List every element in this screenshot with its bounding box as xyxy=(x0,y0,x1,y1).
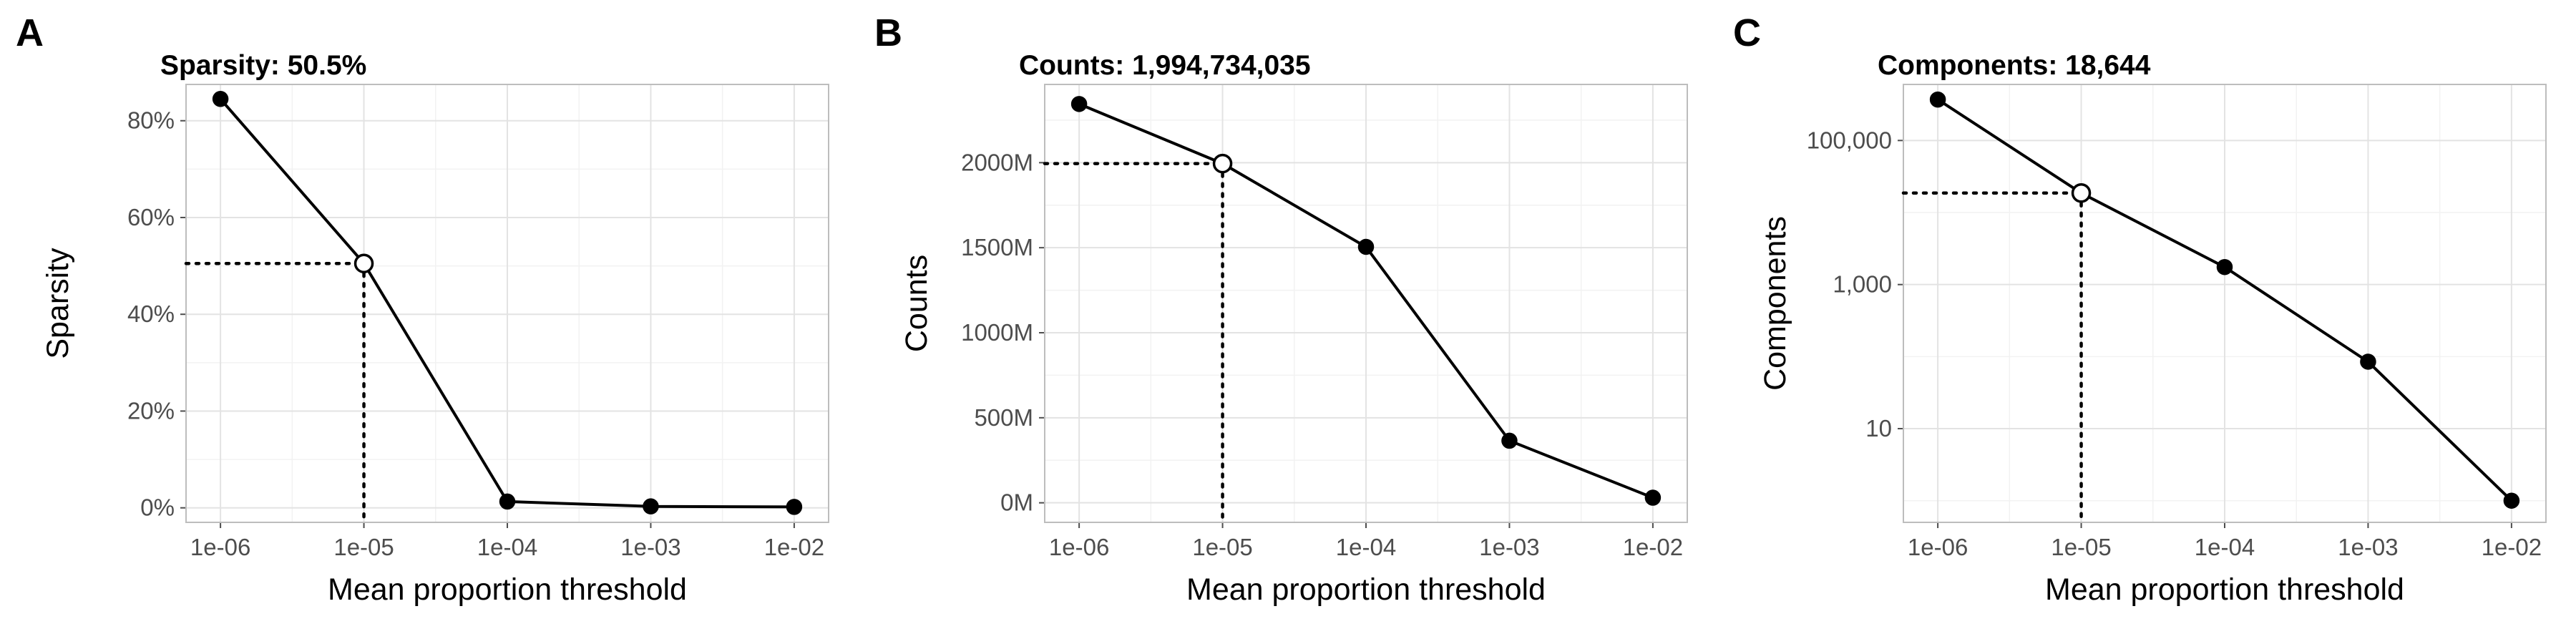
data-point xyxy=(2360,353,2376,370)
x-tick-label: 1e-03 xyxy=(1479,534,1539,560)
data-point xyxy=(643,498,659,514)
x-tick-label: 1e-06 xyxy=(190,534,250,560)
x-tick-label: 1e-02 xyxy=(2482,534,2542,560)
data-point xyxy=(1929,91,1946,108)
plot-frame xyxy=(185,84,829,523)
x-tick-label: 1e-05 xyxy=(1192,534,1252,560)
panel-c: 1e-06 1e-05 1e-04 1e-03 1e-02 10 1,000 100,000 C… xyxy=(1717,0,2576,644)
y-tick-label: 80% xyxy=(127,107,175,134)
x-axis-title: Mean proportion threshold xyxy=(1186,572,1546,607)
data-point xyxy=(1501,432,1518,449)
data-point xyxy=(1644,489,1662,506)
y-tick-label: 100,000 xyxy=(1807,127,1892,153)
y-tick-label: 1500M xyxy=(961,234,1033,260)
y-tick-label: 1,000 xyxy=(1833,271,1892,298)
panel-a: 1e-06 1e-05 1e-04 1e-03 1e-02 0% 20% 40% 60% 80% A… xyxy=(0,0,859,644)
x-axis-title: Mean proportion threshold xyxy=(328,572,687,607)
y-tick-label: 20% xyxy=(127,397,175,424)
x-tick-label: 1e-03 xyxy=(2338,534,2398,560)
data-point xyxy=(786,499,803,515)
highlight-point xyxy=(2071,183,2092,203)
y-axis-title: Counts xyxy=(899,255,934,352)
y-tick-label: 40% xyxy=(127,301,175,327)
x-axis-title: Mean proportion threshold xyxy=(2045,572,2404,607)
panel-label: C xyxy=(1733,11,1761,54)
x-tick-label: 1e-04 xyxy=(2195,534,2255,560)
y-axis-title: Sparsity xyxy=(41,248,75,359)
panel-label: B xyxy=(874,11,902,54)
plot-title: Sparsity: 50.5% xyxy=(160,50,366,81)
y-tick-label: 500M xyxy=(974,404,1033,431)
panel-label: A xyxy=(16,11,44,54)
data-point xyxy=(499,493,516,510)
y-tick-label: 60% xyxy=(127,204,175,230)
x-tick-label: 1e-06 xyxy=(1908,534,1968,560)
panel-b: 1e-06 1e-05 1e-04 1e-03 1e-02 0M 500M 1000M 1500… xyxy=(859,0,1717,644)
y-tick-label: 2000M xyxy=(961,149,1033,175)
x-tick-label: 1e-02 xyxy=(1623,534,1683,560)
data-point xyxy=(2503,492,2520,509)
x-tick-label: 1e-03 xyxy=(620,534,680,560)
plot-title: Counts: 1,994,734,035 xyxy=(1019,50,1311,81)
highlight-point xyxy=(1212,153,1233,174)
components-chart: 1e-06 1e-05 1e-04 1e-03 1e-02 10 1,000 100,000 C… xyxy=(1733,11,2547,607)
y-tick-label: 1000M xyxy=(961,319,1033,346)
y-tick-label: 0M xyxy=(1000,489,1033,516)
x-tick-label: 1e-02 xyxy=(764,534,824,560)
x-tick-label: 1e-05 xyxy=(333,534,394,560)
x-tick-label: 1e-04 xyxy=(1336,534,1396,560)
plot-frame xyxy=(1044,84,1688,523)
x-tick-label: 1e-04 xyxy=(477,534,537,560)
plot-frame xyxy=(1903,84,2547,523)
y-tick-label: 10 xyxy=(1865,415,1892,441)
data-point xyxy=(2216,258,2233,275)
sparsity-chart: 1e-06 1e-05 1e-04 1e-03 1e-02 0% 20% 40% 60% 80% A… xyxy=(16,11,829,607)
y-tick-label: 0% xyxy=(140,494,175,521)
data-point xyxy=(1070,96,1088,112)
data-point xyxy=(1357,238,1375,255)
highlight-point xyxy=(353,253,374,273)
y-axis-title: Components xyxy=(1758,216,1792,391)
data-point xyxy=(212,91,229,107)
x-tick-label: 1e-05 xyxy=(2051,534,2111,560)
counts-chart: 1e-06 1e-05 1e-04 1e-03 1e-02 0M 500M 1000M 1500… xyxy=(874,11,1688,607)
plot-title: Components: 18,644 xyxy=(1878,50,2151,81)
x-tick-label: 1e-06 xyxy=(1049,534,1109,560)
